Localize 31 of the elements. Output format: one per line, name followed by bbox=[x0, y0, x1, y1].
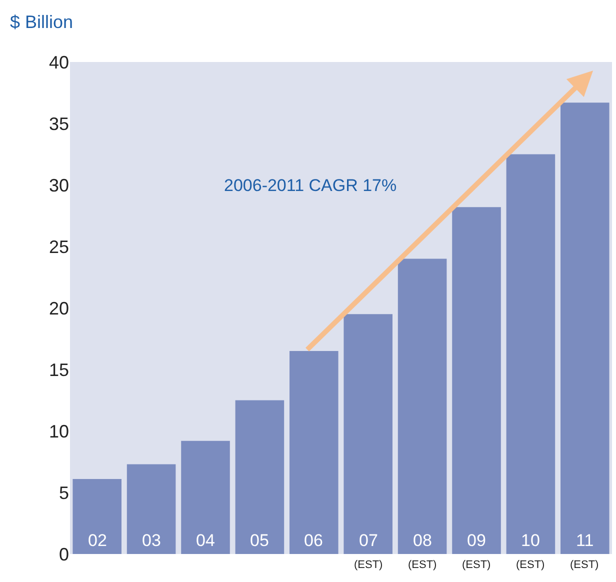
x-tick-label: 03 bbox=[142, 531, 161, 550]
x-tick-label: 05 bbox=[250, 531, 269, 550]
y-tick-label: 20 bbox=[48, 298, 69, 318]
x-tick-label: 08 (EST) bbox=[408, 531, 437, 571]
y-tick-label: 40 bbox=[48, 52, 69, 72]
y-tick-label: 5 bbox=[58, 482, 69, 503]
bar bbox=[235, 400, 284, 554]
bar bbox=[506, 154, 556, 554]
y-tick-label: 15 bbox=[48, 360, 69, 380]
x-tick-label: 04 bbox=[196, 531, 215, 550]
x-tick-label: 02 bbox=[88, 531, 107, 550]
y-tick-label: 10 bbox=[48, 421, 69, 442]
x-tick-label: 07 (EST) bbox=[354, 531, 383, 571]
bar bbox=[126, 464, 176, 554]
y-tick-label: 35 bbox=[48, 114, 69, 134]
bar bbox=[344, 314, 392, 554]
y-axis-title: $ Billion bbox=[10, 12, 74, 32]
bar bbox=[452, 207, 501, 554]
bar bbox=[181, 440, 230, 554]
x-tick-label: 10 (EST) bbox=[516, 531, 545, 571]
bar bbox=[290, 351, 338, 554]
bar bbox=[72, 478, 122, 554]
x-tick-label: 11 (EST) bbox=[570, 531, 599, 571]
y-tick-label: 30 bbox=[48, 175, 69, 196]
bar bbox=[560, 102, 610, 554]
y-tick-label: 25 bbox=[48, 236, 69, 257]
bar bbox=[398, 258, 447, 554]
x-tick-label: 06 bbox=[304, 531, 323, 550]
x-tick-label: 09 (EST) bbox=[462, 531, 491, 571]
annotation: 2006-2011 CAGR 17% bbox=[224, 176, 397, 195]
y-tick-label: 0 bbox=[58, 544, 69, 564]
